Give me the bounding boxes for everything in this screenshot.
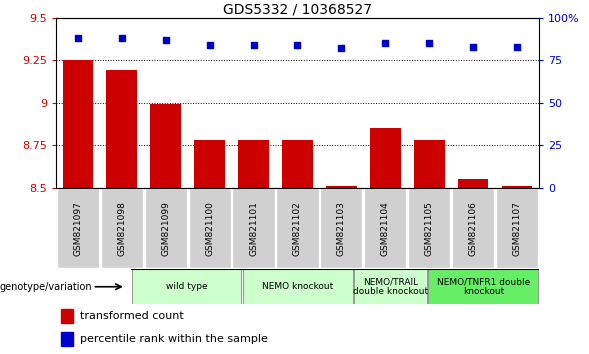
Text: GSM821100: GSM821100 xyxy=(205,201,214,256)
Text: GSM821097: GSM821097 xyxy=(74,201,82,256)
Text: NEMO knockout: NEMO knockout xyxy=(262,282,333,291)
Bar xyxy=(188,188,231,268)
Text: NEMO/TNFR1 double
knockout: NEMO/TNFR1 double knockout xyxy=(436,277,530,296)
Point xyxy=(205,42,214,48)
Bar xyxy=(326,186,357,188)
Text: wild type: wild type xyxy=(166,282,207,291)
Bar xyxy=(414,140,445,188)
Bar xyxy=(502,186,532,188)
Bar xyxy=(364,188,406,268)
Point xyxy=(380,40,390,46)
Point xyxy=(337,45,346,51)
Text: GSM821101: GSM821101 xyxy=(249,201,258,256)
Bar xyxy=(408,188,450,268)
Text: GSM821098: GSM821098 xyxy=(117,201,126,256)
Text: GSM821105: GSM821105 xyxy=(425,201,434,256)
Point xyxy=(468,44,478,50)
Bar xyxy=(282,140,313,188)
Bar xyxy=(370,128,401,188)
Text: GSM821107: GSM821107 xyxy=(512,201,521,256)
Bar xyxy=(145,188,187,268)
Bar xyxy=(131,269,241,304)
Bar xyxy=(428,269,538,304)
Bar xyxy=(276,188,319,268)
Point xyxy=(249,42,258,48)
Bar xyxy=(101,188,143,268)
Text: GSM821103: GSM821103 xyxy=(337,201,346,256)
Text: GSM821104: GSM821104 xyxy=(380,201,390,256)
Bar xyxy=(452,188,494,268)
Point xyxy=(117,35,127,41)
Text: GSM821099: GSM821099 xyxy=(161,201,170,256)
Text: GSM821102: GSM821102 xyxy=(293,201,302,256)
Bar xyxy=(61,309,73,323)
Text: transformed count: transformed count xyxy=(80,311,184,321)
Bar xyxy=(458,179,488,188)
Bar xyxy=(62,60,93,188)
Bar xyxy=(496,188,538,268)
Bar xyxy=(194,140,225,188)
Text: genotype/variation: genotype/variation xyxy=(0,282,92,292)
Bar xyxy=(320,188,362,268)
Point xyxy=(73,35,82,41)
Bar xyxy=(107,70,137,188)
Bar xyxy=(233,188,274,268)
Text: GSM821106: GSM821106 xyxy=(469,201,478,256)
Point xyxy=(512,44,522,50)
Title: GDS5332 / 10368527: GDS5332 / 10368527 xyxy=(223,2,372,17)
Text: percentile rank within the sample: percentile rank within the sample xyxy=(80,334,268,344)
Bar xyxy=(150,104,181,188)
Bar xyxy=(238,140,269,188)
Bar xyxy=(243,269,353,304)
Text: NEMO/TRAIL
double knockout: NEMO/TRAIL double knockout xyxy=(353,277,428,296)
Bar xyxy=(61,332,73,346)
Point xyxy=(161,37,170,42)
Bar xyxy=(57,188,99,268)
Bar xyxy=(354,269,427,304)
Point xyxy=(293,42,302,48)
Point xyxy=(425,40,434,46)
